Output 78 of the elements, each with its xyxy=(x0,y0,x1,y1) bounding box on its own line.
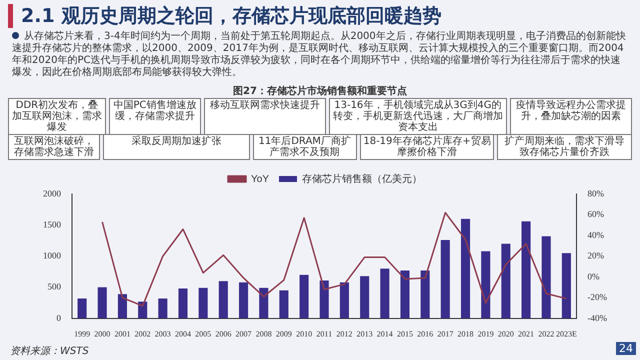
x-tick-label: 2015 xyxy=(396,329,413,338)
bar xyxy=(562,253,571,318)
bar xyxy=(118,294,127,318)
x-tick-label: 2006 xyxy=(215,329,232,338)
legend-label: YoY xyxy=(251,174,270,185)
x-tick-label: 2017 xyxy=(437,329,454,338)
bar xyxy=(300,274,309,318)
bar xyxy=(460,218,470,318)
x-tick-label: 2012 xyxy=(336,329,352,338)
text: 13-16年，手机领域完成从3G到4G的转变，手机更新迭代迅速，大厂商增加资本支出 xyxy=(329,98,507,135)
x-tick-label: 2010 xyxy=(296,329,312,338)
bar xyxy=(259,288,268,318)
x-tick-label: 2018 xyxy=(458,329,474,338)
text: DDR初次发布，叠加互联网泡沫，需求爆发 xyxy=(8,98,106,135)
chart-title: 2.1 观历史周期之轮回，存储芯片现底部回暖趋势 xyxy=(8,4,442,28)
chart-subtitle: 从存储芯片来看，3-4年时间约为一个周期，当前处于第五轮周期起点。从2000年之后，存储行业周期表现明显，电子消费品的创新能快速提升存储芯片的整体需求，以2000、2009、2017年为例，是互联网时代、移动互联网、云计算大规模投入的三个重要窗口期。而2004年和2020年的PC迭代与手机的换机周期导致市场反弹较为疲软，同时在各个周期环节中，供给端的缩量增价等行为往往滞后于需求的快速爆发，因此在价格周期底部布局能够获得较大弹性。 xyxy=(12,31,627,79)
bar xyxy=(400,270,410,318)
bar xyxy=(279,290,288,318)
text: 24 xyxy=(616,342,636,355)
y-tick-label: 2000 xyxy=(43,188,62,198)
x-tick-label: 2021 xyxy=(518,329,534,338)
x-tick-label: 2011 xyxy=(316,329,332,338)
y-tick-label: 1000 xyxy=(43,250,62,261)
x-tick-label: 2016 xyxy=(417,329,434,338)
bar xyxy=(98,287,107,318)
bar xyxy=(360,276,370,318)
x-tick-label: 1999 xyxy=(74,329,90,338)
text: 互联网泡沫破碎，存储需求急速下滑 xyxy=(8,134,100,160)
y2-tick-label: 80% xyxy=(588,188,605,198)
text: 疫情导致远程办公需求提升，叠加缺芯潮的因素 xyxy=(510,98,632,135)
bar xyxy=(542,236,551,318)
y2-tick-label: 40% xyxy=(588,230,605,240)
text: 移动互联网需求快速提升 xyxy=(204,98,326,135)
y2-tick-label: 60% xyxy=(588,209,605,220)
y-tick-label: 500 xyxy=(48,282,62,292)
bar xyxy=(420,270,430,318)
bar xyxy=(481,251,490,318)
bar xyxy=(178,288,188,318)
y-tick-label: 1500 xyxy=(43,219,62,230)
bar xyxy=(78,298,87,318)
bar xyxy=(440,240,450,318)
x-tick-label: 2005 xyxy=(195,329,212,338)
text: 扩产周期来临，需求下滑导致存储芯片量价齐跌 xyxy=(497,134,632,160)
bar xyxy=(218,281,228,318)
x-tick-label: 2020 xyxy=(498,329,514,338)
text: 资料来源：WSTS xyxy=(10,344,89,358)
x-tick-label: 2013 xyxy=(356,329,373,338)
text: 11年后DRAM厂商扩产需求不及预期 xyxy=(252,134,357,160)
bar xyxy=(238,282,248,318)
x-tick-label: 2009 xyxy=(276,329,292,338)
x-tick-label: 2023E xyxy=(556,329,577,338)
y-tick-label: 0 xyxy=(56,312,62,323)
x-tick-label: 2004 xyxy=(174,329,191,338)
y2-tick-label: 0% xyxy=(588,271,600,282)
x-tick-label: 2002 xyxy=(134,329,151,338)
text: 中国PC销售增速放缓，存储需求提升 xyxy=(108,98,201,135)
y2-tick-label: -40% xyxy=(588,312,608,323)
bar xyxy=(198,288,208,318)
text: 18-19年存储芯片库存+贸易摩擦价格下滑 xyxy=(360,134,494,160)
x-tick-label: 2000 xyxy=(94,329,110,338)
bar xyxy=(380,268,390,318)
bar xyxy=(158,298,168,318)
bar xyxy=(340,282,349,318)
y2-tick-label: -20% xyxy=(588,292,608,302)
bar xyxy=(522,221,531,318)
caption: 图27：存储芯片市场销售额和重要节点 xyxy=(232,84,408,98)
x-tick-label: 2014 xyxy=(376,329,393,338)
bar xyxy=(501,244,510,318)
x-tick-label: 2019 xyxy=(478,329,494,338)
bar xyxy=(320,280,329,318)
text: 采取反周期加速扩张 xyxy=(102,134,250,160)
x-tick-label: 2008 xyxy=(256,329,272,338)
x-tick-label: 2022 xyxy=(538,329,554,338)
x-tick-label: 2001 xyxy=(114,329,130,338)
y2-tick-label: 20% xyxy=(588,250,605,261)
x-tick-label: 2007 xyxy=(236,329,252,338)
x-tick-label: 2003 xyxy=(154,329,171,338)
legend-label: 存储芯片销售额（亿美元） xyxy=(302,172,422,185)
